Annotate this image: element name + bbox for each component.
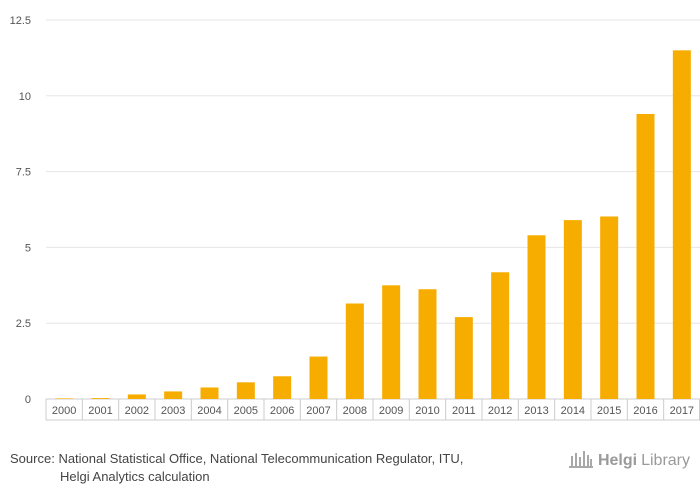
x-tick-label: 2012 <box>488 405 512 417</box>
bar-2009[interactable] <box>382 285 401 399</box>
y-tick-label: 7.5 <box>16 167 31 179</box>
bar-2010[interactable] <box>418 289 437 399</box>
x-tick-label: 2004 <box>197 405 221 417</box>
bar-2007[interactable] <box>309 356 328 399</box>
x-tick-label: 2005 <box>234 405 258 417</box>
bar-2003[interactable] <box>164 391 183 399</box>
bar-2011[interactable] <box>454 317 473 399</box>
y-tick-label: 2.5 <box>16 318 31 330</box>
logo-suffix-text: Library <box>641 452 690 469</box>
bar-2004[interactable] <box>200 387 219 399</box>
x-tick-label: 2000 <box>52 405 76 417</box>
bar-2013[interactable] <box>527 235 546 399</box>
y-tick-label: 5 <box>25 242 31 254</box>
helgi-library-logo: Helgi Library <box>568 450 690 472</box>
bar-2015[interactable] <box>600 216 619 399</box>
x-tick-label: 2002 <box>125 405 149 417</box>
x-tick-label: 2013 <box>524 405 548 417</box>
bar-2008[interactable] <box>345 303 364 399</box>
x-tick-label: 2017 <box>670 405 694 417</box>
x-tick-label: 2014 <box>561 405 585 417</box>
y-tick-label: 10 <box>19 91 31 103</box>
x-tick-label: 2015 <box>597 405 621 417</box>
y-axis-ticks: 0 2.5 5 7.5 10 12.5 <box>10 15 31 406</box>
bar-2002[interactable] <box>127 394 146 399</box>
x-tick-label: 2008 <box>343 405 367 417</box>
bar-2001[interactable] <box>91 398 110 399</box>
library-building-icon <box>568 449 594 474</box>
x-tick-label: 2009 <box>379 405 403 417</box>
x-tick-label: 2011 <box>452 405 476 417</box>
x-tick-label: 2007 <box>306 405 330 417</box>
x-tick-label: 2001 <box>88 405 112 417</box>
x-axis-ticks: 2000 2001 2002 2003 2004 2005 2006 2007 2008 2009… <box>45 399 700 420</box>
source-note: Source: National Statistical Office, Nat… <box>10 450 550 486</box>
logo-brand-text: Helgi <box>597 452 638 469</box>
x-tick-label: 2010 <box>415 405 439 417</box>
source-line-1: National Statistical Office, National Te… <box>58 451 464 466</box>
source-line-2: Helgi Analytics calculation <box>60 469 210 484</box>
x-tick-label: 2006 <box>270 405 294 417</box>
bar-2006[interactable] <box>273 376 292 399</box>
bar-2012[interactable] <box>491 272 510 399</box>
y-tick-label: 0 <box>25 394 31 406</box>
source-prefix: Source: <box>10 451 55 466</box>
bar-2014[interactable] <box>563 220 582 399</box>
bar-2000[interactable] <box>55 398 74 399</box>
bars <box>55 50 691 399</box>
y-tick-label: 12.5 <box>10 15 31 27</box>
x-tick-label: 2016 <box>633 405 657 417</box>
bar-2005[interactable] <box>236 382 255 399</box>
x-tick-label: 2003 <box>161 405 185 417</box>
bar-2016[interactable] <box>636 113 655 399</box>
bar-2017[interactable] <box>672 50 691 399</box>
